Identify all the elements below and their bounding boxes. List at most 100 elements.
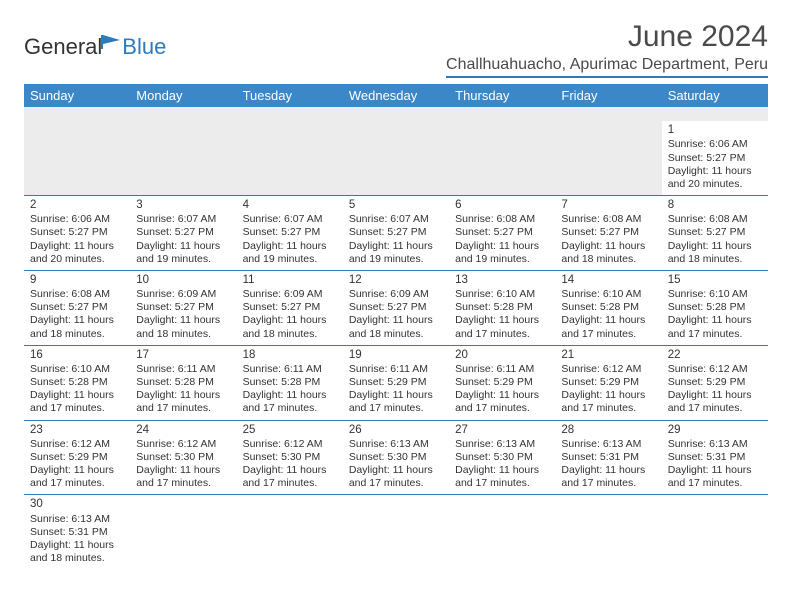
week-row: 30Sunrise: 6:13 AMSunset: 5:31 PMDayligh… (24, 495, 768, 569)
sunrise: Sunrise: 6:08 AM (561, 213, 655, 226)
day-number: 30 (30, 497, 124, 511)
sunrise: Sunrise: 6:11 AM (455, 363, 549, 376)
calendar: Sunday Monday Tuesday Wednesday Thursday… (24, 84, 768, 569)
day-cell: 7Sunrise: 6:08 AMSunset: 5:27 PMDaylight… (555, 195, 661, 270)
sunrise: Sunrise: 6:12 AM (136, 438, 230, 451)
sunset: Sunset: 5:30 PM (136, 451, 230, 464)
day-number: 18 (243, 348, 337, 362)
day-number: 28 (561, 423, 655, 437)
day-cell: 24Sunrise: 6:12 AMSunset: 5:30 PMDayligh… (130, 420, 236, 495)
page: General Blue June 2024 Challhuahuacho, A… (0, 0, 792, 569)
day-cell: 5Sunrise: 6:07 AMSunset: 5:27 PMDaylight… (343, 195, 449, 270)
day-number: 16 (30, 348, 124, 362)
sunset: Sunset: 5:27 PM (668, 152, 762, 165)
daylight: Daylight: 11 hours (349, 389, 443, 402)
daylight: Daylight: 11 hours (349, 240, 443, 253)
day-number: 15 (668, 273, 762, 287)
blank-row (24, 107, 768, 121)
day-number: 22 (668, 348, 762, 362)
sunrise: Sunrise: 6:07 AM (243, 213, 337, 226)
sunrise: Sunrise: 6:13 AM (668, 438, 762, 451)
daylight: and 19 minutes. (455, 253, 549, 266)
daylight: Daylight: 11 hours (136, 314, 230, 327)
daylight: Daylight: 11 hours (243, 389, 337, 402)
daylight: Daylight: 11 hours (30, 539, 124, 552)
daylight: Daylight: 11 hours (30, 389, 124, 402)
logo-text-general: General (24, 34, 102, 60)
header: General Blue June 2024 Challhuahuacho, A… (24, 20, 768, 78)
daylight: Daylight: 11 hours (668, 464, 762, 477)
daylight: and 18 minutes. (561, 253, 655, 266)
location: Challhuahuacho, Apurimac Department, Per… (446, 56, 768, 78)
logo: General Blue (24, 32, 166, 62)
empty-cell (130, 121, 236, 195)
sunrise: Sunrise: 6:12 AM (668, 363, 762, 376)
day-number: 5 (349, 198, 443, 212)
daylight: and 18 minutes. (668, 253, 762, 266)
sunset: Sunset: 5:27 PM (561, 226, 655, 239)
week-row: 2Sunrise: 6:06 AMSunset: 5:27 PMDaylight… (24, 195, 768, 270)
sunrise: Sunrise: 6:10 AM (30, 363, 124, 376)
sunrise: Sunrise: 6:07 AM (349, 213, 443, 226)
daylight: Daylight: 11 hours (349, 464, 443, 477)
sunset: Sunset: 5:29 PM (668, 376, 762, 389)
daylight: Daylight: 11 hours (561, 389, 655, 402)
day-cell: 6Sunrise: 6:08 AMSunset: 5:27 PMDaylight… (449, 195, 555, 270)
daylight: Daylight: 11 hours (455, 314, 549, 327)
week-row: 16Sunrise: 6:10 AMSunset: 5:28 PMDayligh… (24, 345, 768, 420)
day-cell: 8Sunrise: 6:08 AMSunset: 5:27 PMDaylight… (662, 195, 768, 270)
sunrise: Sunrise: 6:13 AM (349, 438, 443, 451)
sunrise: Sunrise: 6:09 AM (349, 288, 443, 301)
sunrise: Sunrise: 6:12 AM (30, 438, 124, 451)
sunset: Sunset: 5:28 PM (136, 376, 230, 389)
empty-cell (449, 495, 555, 569)
sunset: Sunset: 5:27 PM (30, 226, 124, 239)
daylight: Daylight: 11 hours (561, 314, 655, 327)
day-cell: 23Sunrise: 6:12 AMSunset: 5:29 PMDayligh… (24, 420, 130, 495)
day-cell: 10Sunrise: 6:09 AMSunset: 5:27 PMDayligh… (130, 270, 236, 345)
day-number: 4 (243, 198, 337, 212)
daylight: Daylight: 11 hours (349, 314, 443, 327)
day-number: 1 (668, 123, 762, 137)
sunrise: Sunrise: 6:08 AM (30, 288, 124, 301)
title-block: June 2024 Challhuahuacho, Apurimac Depar… (446, 20, 768, 78)
daylight: and 17 minutes. (455, 328, 549, 341)
daylight: and 19 minutes. (243, 253, 337, 266)
sunrise: Sunrise: 6:11 AM (136, 363, 230, 376)
day-number: 17 (136, 348, 230, 362)
daylight: and 18 minutes. (30, 328, 124, 341)
day-number: 11 (243, 273, 337, 287)
day-number: 6 (455, 198, 549, 212)
sunset: Sunset: 5:27 PM (136, 301, 230, 314)
empty-cell (662, 495, 768, 569)
day-cell: 30Sunrise: 6:13 AMSunset: 5:31 PMDayligh… (24, 495, 130, 569)
daylight: Daylight: 11 hours (668, 165, 762, 178)
daylight: Daylight: 11 hours (243, 314, 337, 327)
sunrise: Sunrise: 6:13 AM (455, 438, 549, 451)
daylight: Daylight: 11 hours (243, 464, 337, 477)
daylight: Daylight: 11 hours (30, 464, 124, 477)
sunrise: Sunrise: 6:12 AM (561, 363, 655, 376)
day-cell: 21Sunrise: 6:12 AMSunset: 5:29 PMDayligh… (555, 345, 661, 420)
day-cell: 25Sunrise: 6:12 AMSunset: 5:30 PMDayligh… (237, 420, 343, 495)
blank-cell (24, 107, 768, 121)
daylight: and 17 minutes. (136, 477, 230, 490)
daylight: and 17 minutes. (349, 477, 443, 490)
sunset: Sunset: 5:30 PM (455, 451, 549, 464)
sunset: Sunset: 5:27 PM (668, 226, 762, 239)
sunrise: Sunrise: 6:11 AM (349, 363, 443, 376)
weekday-header: Sunday (24, 84, 130, 107)
weekday-header: Tuesday (237, 84, 343, 107)
daylight: and 17 minutes. (455, 477, 549, 490)
sunrise: Sunrise: 6:08 AM (668, 213, 762, 226)
sunset: Sunset: 5:27 PM (349, 226, 443, 239)
sunrise: Sunrise: 6:06 AM (668, 138, 762, 151)
daylight: and 17 minutes. (349, 402, 443, 415)
daylight: Daylight: 11 hours (136, 240, 230, 253)
daylight: and 17 minutes. (561, 477, 655, 490)
daylight: Daylight: 11 hours (136, 389, 230, 402)
day-number: 14 (561, 273, 655, 287)
sunrise: Sunrise: 6:13 AM (561, 438, 655, 451)
daylight: and 19 minutes. (136, 253, 230, 266)
day-cell: 26Sunrise: 6:13 AMSunset: 5:30 PMDayligh… (343, 420, 449, 495)
